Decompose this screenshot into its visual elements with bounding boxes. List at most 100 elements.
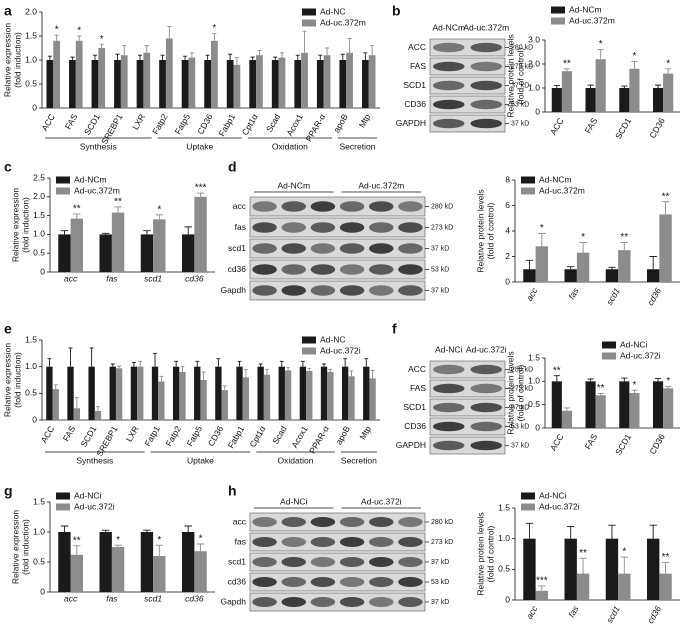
bar	[263, 374, 271, 420]
blot-row-label: Gapdh	[220, 596, 246, 606]
blot-band	[252, 264, 277, 275]
bar	[368, 55, 376, 108]
error-bar	[587, 378, 594, 382]
y-axis-label: (fold induction)	[12, 352, 22, 408]
y-axis-label: Relative expression	[2, 23, 12, 97]
bar	[46, 60, 54, 108]
bar	[109, 366, 116, 420]
x-tick-label: FAS	[61, 424, 78, 443]
x-tick-label: cd36	[185, 593, 204, 603]
bar	[257, 366, 264, 420]
bar	[200, 380, 207, 420]
blot-band	[281, 537, 306, 547]
y-axis-label: (fold of control)	[515, 47, 525, 104]
bar	[323, 55, 331, 108]
blot-size: 37 kD	[431, 245, 449, 252]
blot-band	[310, 264, 336, 275]
significance: *	[540, 223, 544, 234]
bar	[629, 68, 640, 112]
blot-size: 37 kD	[431, 287, 449, 294]
blot-band	[398, 201, 423, 212]
bar	[585, 88, 596, 112]
bar	[346, 52, 353, 108]
x-tick-label: Mtp	[357, 424, 373, 442]
bar	[88, 366, 95, 420]
group-label: Synthesis	[80, 141, 117, 151]
y-tick-label: 1.0	[25, 54, 37, 64]
bar	[120, 55, 128, 108]
blot-band	[398, 597, 423, 607]
x-tick-label: fas	[566, 603, 581, 618]
bar	[647, 538, 660, 600]
bar	[576, 573, 590, 600]
blot-band	[281, 577, 306, 587]
blot-band	[369, 201, 394, 212]
blot-band	[252, 201, 277, 212]
blot-size: 273 kD	[511, 385, 533, 392]
y-tick-label: 0	[505, 594, 510, 604]
blot-band	[339, 285, 365, 296]
bar	[130, 366, 138, 420]
error-bar	[553, 85, 560, 88]
y-tick-label: 2	[505, 251, 510, 261]
blot-band	[281, 597, 306, 607]
error-bar	[579, 557, 587, 574]
blot-band	[252, 285, 277, 296]
blot-band	[281, 243, 306, 254]
bar	[659, 214, 672, 282]
blot-band	[470, 402, 502, 413]
y-tick-label: 3.0	[528, 34, 540, 44]
blot-row-label: cd36	[228, 264, 247, 274]
y-axis-label: (fold of control)	[485, 525, 495, 582]
panel-letter: f	[392, 321, 397, 337]
x-tick-label: Fatp1	[142, 424, 162, 448]
x-tick-label: LXR	[124, 424, 141, 443]
bar	[115, 368, 123, 420]
significance: *	[55, 25, 59, 36]
blot-band	[470, 61, 502, 72]
error-bar	[302, 30, 307, 53]
bar	[140, 532, 154, 592]
error-bar	[212, 33, 217, 41]
y-tick-label: 1.5	[498, 502, 510, 512]
x-tick-label: Scad	[264, 112, 282, 134]
error-bar	[608, 266, 616, 270]
x-tick-label: SCD1	[78, 424, 98, 449]
error-bar	[77, 35, 82, 41]
error-bar	[115, 53, 120, 60]
error-bar	[99, 43, 104, 48]
bar	[73, 408, 81, 420]
blot-band	[310, 557, 336, 567]
bar	[181, 60, 189, 108]
error-bar	[174, 360, 179, 367]
blot-band	[398, 557, 423, 567]
error-bar	[279, 360, 284, 367]
bar	[182, 234, 195, 272]
error-bar	[159, 375, 164, 382]
error-bar	[53, 384, 58, 390]
blot-size: 53 kD	[431, 266, 449, 273]
bar	[564, 269, 577, 282]
bar	[194, 366, 201, 420]
error-bar	[205, 54, 210, 60]
bar	[316, 60, 324, 108]
significance: ***	[195, 183, 207, 194]
y-tick-label: 0.5	[33, 247, 45, 257]
bar	[294, 60, 302, 108]
significance: **	[73, 535, 81, 546]
bar	[70, 218, 83, 272]
x-tick-label: ACC	[39, 112, 57, 133]
blot-band	[281, 557, 306, 567]
y-tick-label: 0.5	[33, 556, 45, 566]
x-tick-label: fas	[106, 593, 118, 603]
error-bar	[144, 45, 149, 53]
error-bar	[47, 55, 52, 60]
blot-size: 273 kD	[431, 539, 453, 546]
x-tick-label: cd36	[185, 273, 204, 283]
bar	[341, 366, 349, 420]
bar	[348, 376, 355, 420]
x-tick-label: Cpt1α	[240, 112, 260, 137]
legend-label: Ad-NC	[320, 334, 346, 344]
error-bar	[661, 562, 670, 574]
blot-row-label: fas	[235, 222, 246, 232]
